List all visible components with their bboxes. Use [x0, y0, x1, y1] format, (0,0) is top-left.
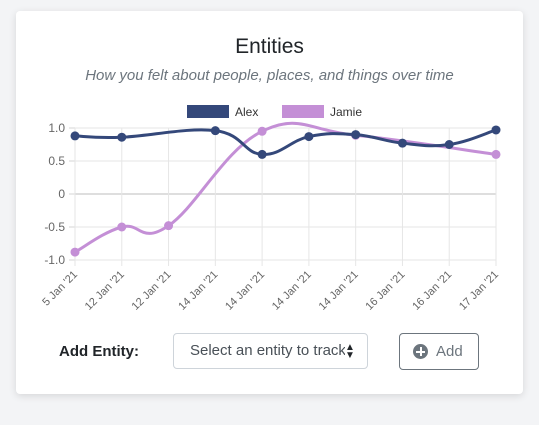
- x-tick-label: 12 Jan '21: [83, 269, 127, 311]
- y-tick-label: -1.0: [44, 253, 65, 267]
- card-title: Entities: [235, 35, 304, 58]
- x-tick-label: 5 Jan '21: [40, 269, 80, 309]
- alex-data-point: [70, 131, 80, 141]
- y-tick-label: 1.0: [48, 121, 65, 135]
- add-entity-button[interactable]: Add: [399, 333, 479, 370]
- y-tick-label: 0.5: [48, 154, 65, 168]
- alex-series-line: [74, 128, 497, 156]
- entity-select[interactable]: Select an entity to track ▲ ▼: [173, 333, 368, 369]
- plus-circle-icon: [413, 344, 428, 359]
- entities-line-chart: 1.00.50-0.5-1.05 Jan '21 12 Jan '21 12 Jan…: [40, 105, 501, 311]
- x-tick-label: 16 Jan '21: [410, 269, 454, 311]
- jamie-data-point: [257, 126, 267, 136]
- card-subtitle: How you felt about people, places, and t…: [85, 67, 454, 84]
- add-button-label: Add: [436, 343, 463, 360]
- alex-data-point: [351, 130, 361, 140]
- x-tick-label: 14 Jan '21: [176, 269, 220, 311]
- entity-select-value: Select an entity to track: [190, 342, 346, 359]
- alex-data-point: [397, 138, 407, 148]
- y-tick-label: -0.5: [44, 220, 65, 234]
- alex-legend-label: Alex: [235, 105, 258, 119]
- jamie-series-line: [74, 121, 497, 254]
- jamie-data-point: [70, 247, 80, 257]
- x-tick-label: 16 Jan '21: [363, 269, 407, 311]
- x-tick-label: 14 Jan '21: [317, 269, 361, 311]
- alex-data-point: [117, 132, 127, 142]
- x-tick-label: 14 Jan '21: [223, 269, 267, 311]
- alex-legend-swatch: [187, 105, 229, 118]
- jamie-data-point: [117, 222, 127, 232]
- alex-data-point: [304, 132, 314, 142]
- alex-data-point: [257, 149, 267, 159]
- x-tick-label: 12 Jan '21: [130, 269, 174, 311]
- alex-data-point: [210, 126, 220, 136]
- jamie-data-point: [491, 149, 501, 159]
- x-tick-label: 14 Jan '21: [270, 269, 314, 311]
- x-tick-label: 17 Jan '21: [457, 269, 501, 311]
- sort-caret-icon: ▲ ▼: [345, 334, 359, 368]
- jamie-legend-swatch: [282, 105, 324, 118]
- entities-card: Entities How you felt about people, plac…: [16, 11, 523, 394]
- add-entity-label: Add Entity:: [59, 343, 139, 360]
- jamie-data-point: [164, 221, 174, 231]
- y-tick-label: 0: [58, 187, 65, 201]
- alex-data-point: [444, 140, 454, 149]
- jamie-legend-label: Jamie: [330, 105, 362, 119]
- alex-data-point: [491, 125, 501, 135]
